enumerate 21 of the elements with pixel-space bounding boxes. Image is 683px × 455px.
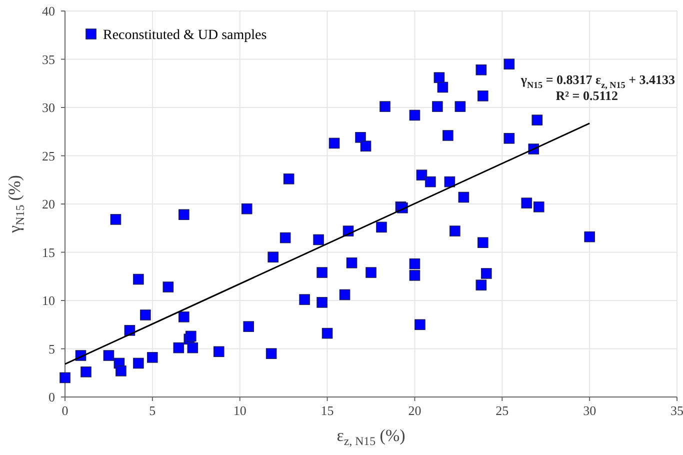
x-tick-label: 20 — [408, 403, 422, 418]
x-tick-label: 35 — [670, 403, 683, 418]
y-tick-label: 5 — [48, 341, 55, 356]
x-tick-label: 25 — [496, 403, 509, 418]
y-tick-label: 40 — [42, 4, 55, 18]
x-axis-title: ε$_{z, N15}$ (%) — [336, 426, 406, 448]
y-tick-label: 15 — [42, 244, 55, 260]
y-tick-label: 35 — [42, 52, 55, 67]
y-tick-label: 20 — [42, 196, 55, 212]
x-tick-label: 15 — [320, 403, 334, 418]
x-tick-label: 0 — [62, 403, 68, 418]
annotation: γ$_{N15}$ = 0.8317 ε$_{z, N15}$ + 3.4133 — [520, 72, 676, 90]
y-tick-label: 10 — [42, 293, 55, 308]
x-tick-label: 30 — [583, 403, 596, 418]
y-tick-label: 25 — [42, 148, 55, 164]
x-tick-label: 5 — [149, 403, 156, 418]
y-tick-label: 30 — [42, 100, 55, 115]
annotation: R² = 0.5112 — [556, 88, 618, 103]
legend-label: Reconstituted & UD samples — [103, 28, 267, 43]
y-tick-label: 0 — [48, 390, 55, 404]
x-tick-label: 10 — [233, 403, 246, 418]
